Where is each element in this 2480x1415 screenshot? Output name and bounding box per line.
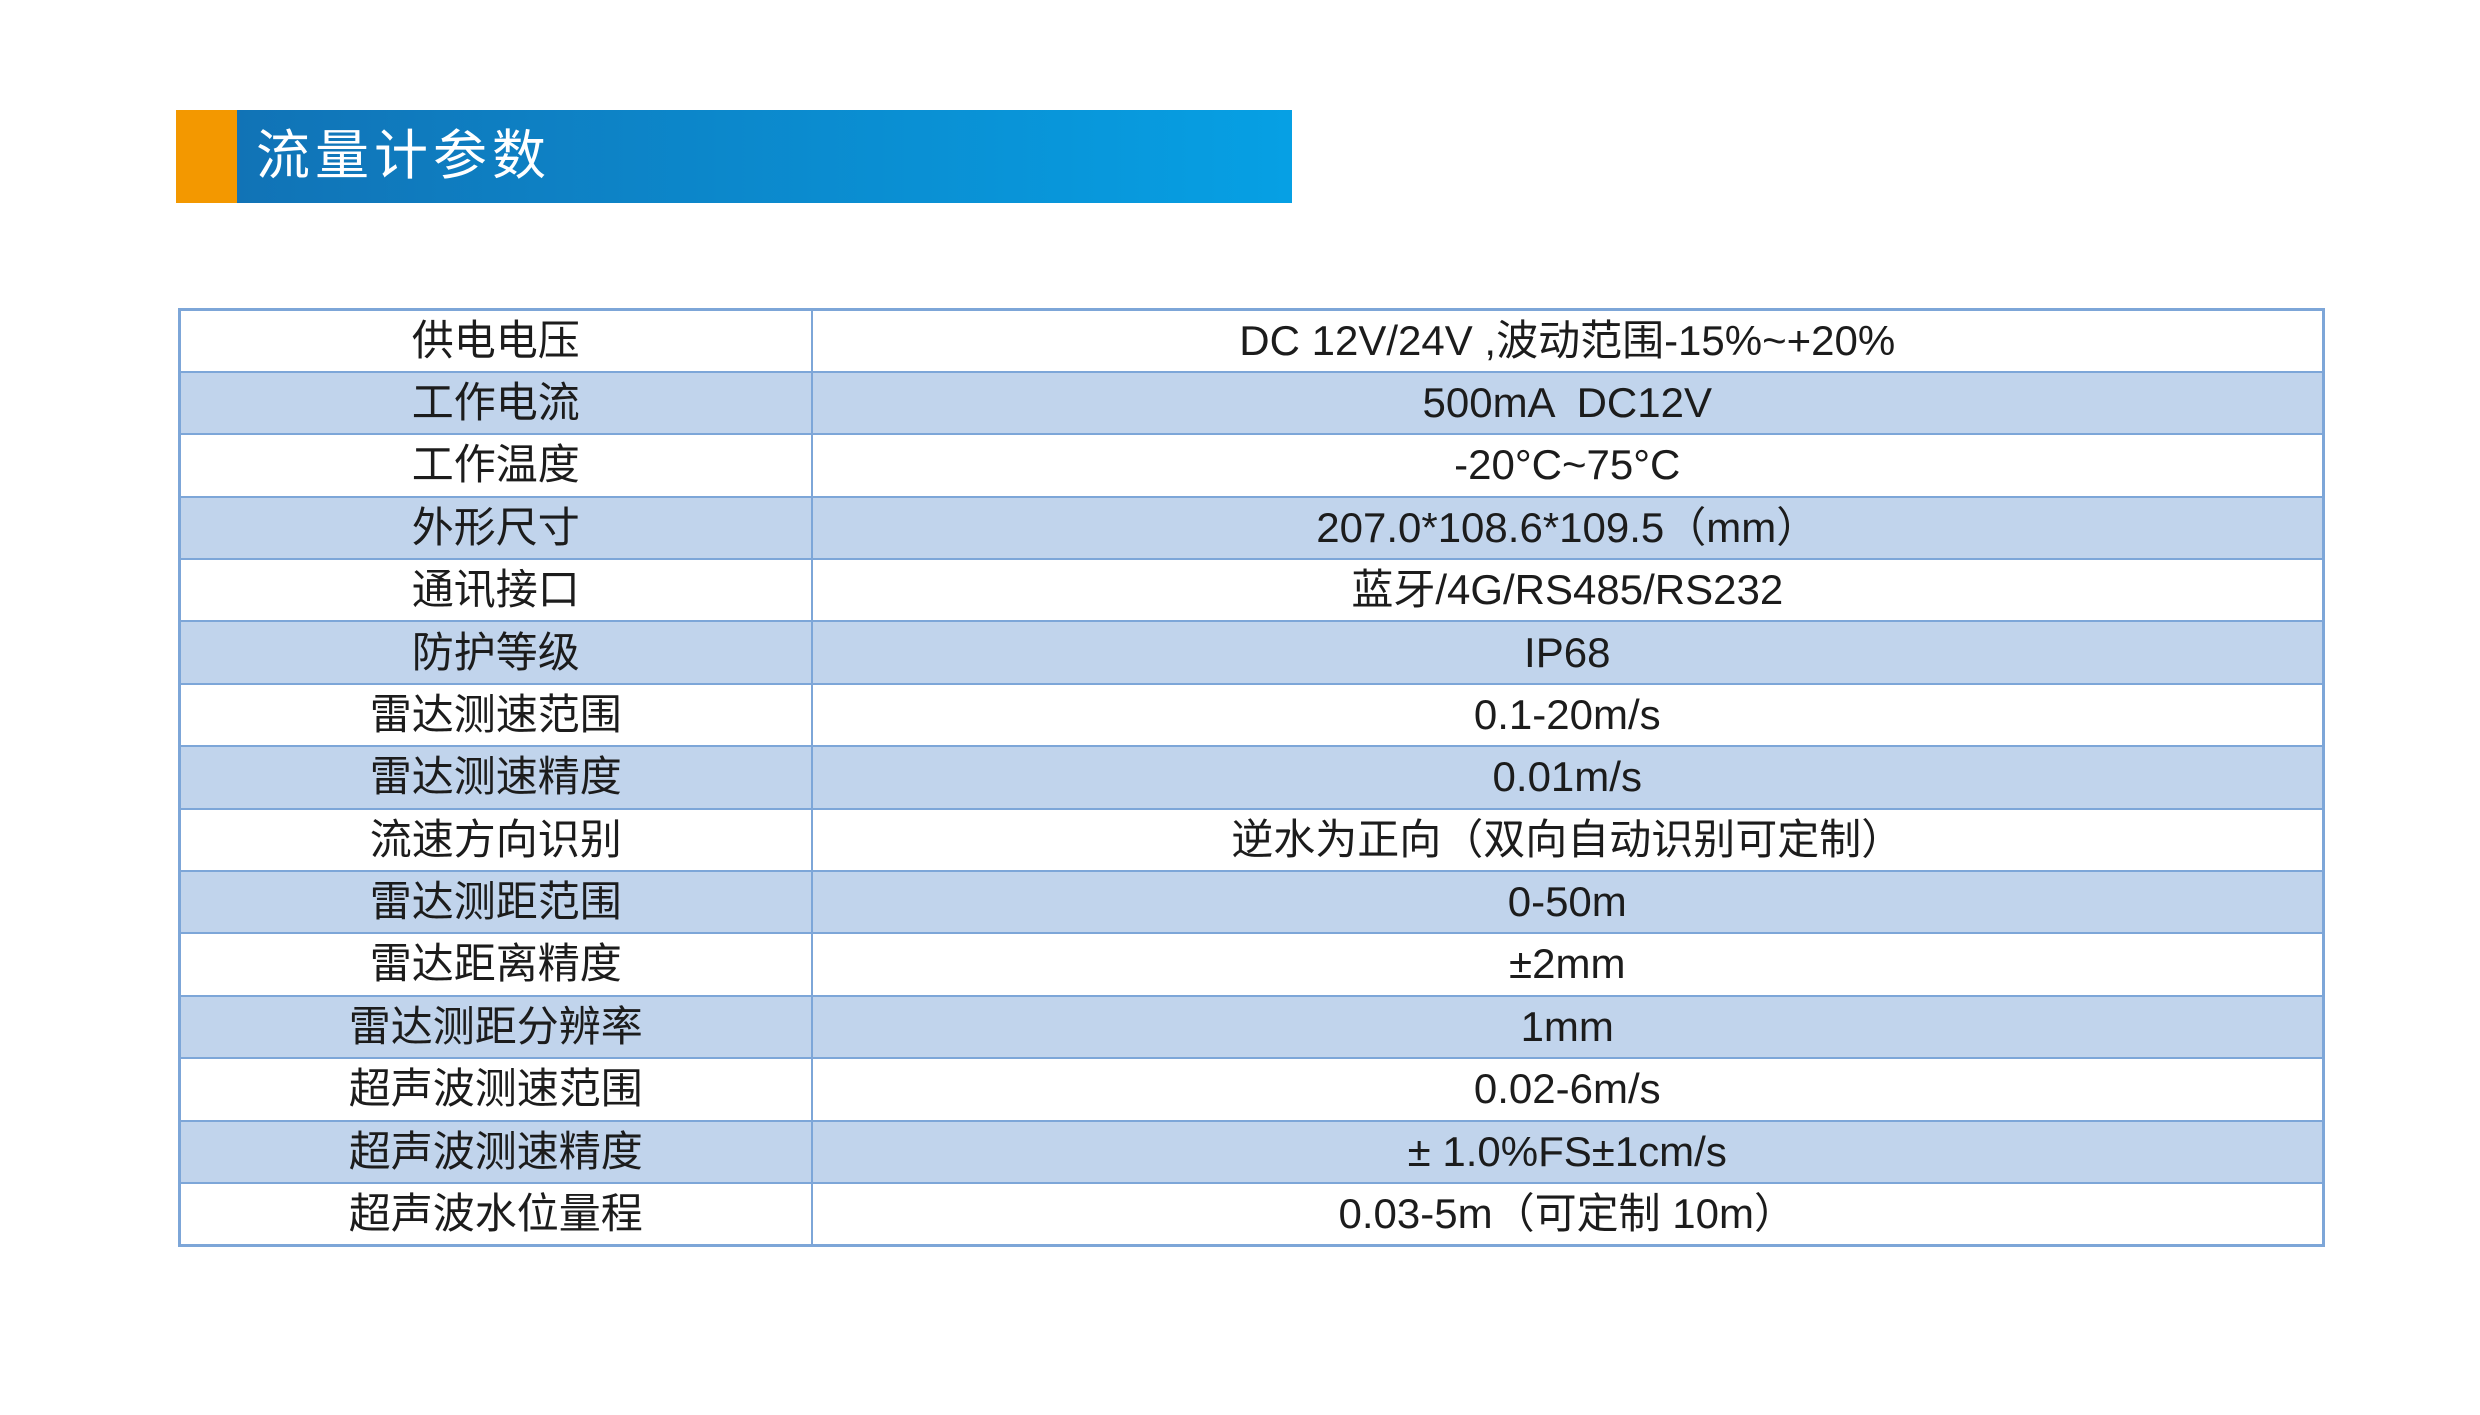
- table-row: 供电电压 DC 12V/24V ,波动范围-15%~+20%: [178, 308, 2325, 373]
- param-name-cell: 工作电流: [178, 370, 813, 436]
- parameter-table: 供电电压 DC 12V/24V ,波动范围-15%~+20% 工作电流 500mA D…: [178, 308, 2325, 1247]
- table-row: 雷达测距分辨率 1mm: [178, 994, 2325, 1060]
- param-value-cell: ±2mm: [810, 932, 2325, 997]
- param-value-cell: ± 1.0%FS±1cm/s: [810, 1119, 2325, 1184]
- param-value-cell: IP68: [810, 620, 2325, 685]
- param-name-cell: 通讯接口: [178, 558, 813, 623]
- param-name-cell: 雷达测距范围: [178, 870, 813, 935]
- param-value-cell: DC 12V/24V ,波动范围-15%~+20%: [810, 308, 2325, 373]
- param-name-cell: 超声波测速精度: [178, 1119, 813, 1184]
- table-row: 流速方向识别 逆水为正向（双向自动识别可定制）: [178, 807, 2325, 873]
- param-value-cell: 0.01m/s: [810, 745, 2325, 810]
- param-value-cell: 0.03-5m（可定制 10m）: [810, 1181, 2325, 1247]
- param-value-cell: 1mm: [810, 994, 2325, 1060]
- param-value-cell: 0.02-6m/s: [810, 1057, 2325, 1122]
- param-value-cell: 500mA DC12V: [810, 370, 2325, 436]
- param-name-cell: 雷达测速精度: [178, 745, 813, 810]
- param-value-cell: -20°C~75°C: [810, 433, 2325, 498]
- param-name-cell: 流速方向识别: [178, 807, 813, 873]
- param-name-cell: 超声波水位量程: [178, 1181, 813, 1247]
- orange-accent-block: [176, 110, 237, 203]
- table-row: 超声波测速精度 ± 1.0%FS±1cm/s: [178, 1119, 2325, 1184]
- section-header-banner: 流量计参数: [176, 110, 1292, 203]
- param-name-cell: 外形尺寸: [178, 495, 813, 561]
- table-row: 超声波测速范围 0.02-6m/s: [178, 1057, 2325, 1122]
- table-row: 通讯接口 蓝牙/4G/RS485/RS232: [178, 558, 2325, 623]
- table-row: 雷达测速范围 0.1-20m/s: [178, 682, 2325, 748]
- table-row: 外形尺寸 207.0*108.6*109.5（mm）: [178, 495, 2325, 561]
- param-name-cell: 雷达测速范围: [178, 682, 813, 748]
- param-value-cell: 0.1-20m/s: [810, 682, 2325, 748]
- table-row: 工作温度 -20°C~75°C: [178, 433, 2325, 498]
- param-name-cell: 防护等级: [178, 620, 813, 685]
- param-name-cell: 超声波测速范围: [178, 1057, 813, 1122]
- header-blue-bar: 流量计参数: [237, 110, 1292, 203]
- table-row: 雷达测距范围 0-50m: [178, 870, 2325, 935]
- param-value-cell: 逆水为正向（双向自动识别可定制）: [810, 807, 2325, 873]
- param-value-cell: 蓝牙/4G/RS485/RS232: [810, 558, 2325, 623]
- param-table-body: 供电电压 DC 12V/24V ,波动范围-15%~+20% 工作电流 500mA D…: [178, 308, 2325, 1247]
- param-value-cell: 207.0*108.6*109.5（mm）: [810, 495, 2325, 561]
- table-row: 防护等级 IP68: [178, 620, 2325, 685]
- table-row: 雷达距离精度 ±2mm: [178, 932, 2325, 997]
- table-row: 工作电流 500mA DC12V: [178, 370, 2325, 436]
- param-name-cell: 雷达测距分辨率: [178, 994, 813, 1060]
- table-row: 超声波水位量程 0.03-5m（可定制 10m）: [178, 1181, 2325, 1247]
- page-title: 流量计参数: [256, 126, 551, 186]
- table-row: 雷达测速精度 0.01m/s: [178, 745, 2325, 810]
- param-name-cell: 供电电压: [178, 308, 813, 373]
- param-value-cell: 0-50m: [810, 870, 2325, 935]
- param-name-cell: 工作温度: [178, 433, 813, 498]
- param-name-cell: 雷达距离精度: [178, 932, 813, 997]
